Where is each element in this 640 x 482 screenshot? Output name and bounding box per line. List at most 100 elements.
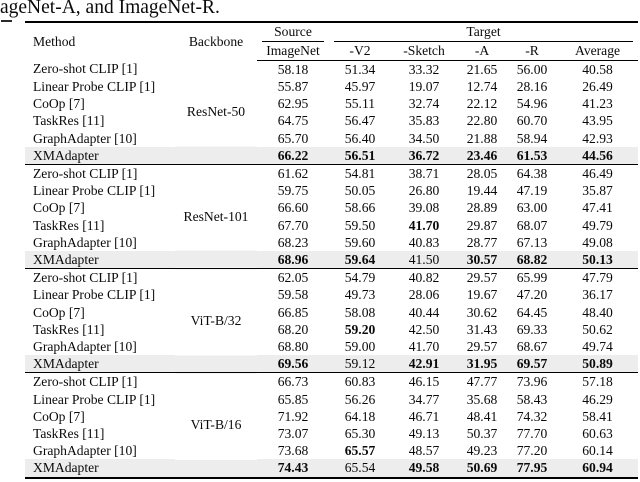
value-cell: 29.87 [466, 217, 498, 233]
method-cell: CoOp [7] [33, 96, 85, 112]
table-row: CoOp [7] 66.60 58.66 39.08 28.89 63.00 47.41 [25, 199, 638, 216]
value-cell: 33.32 [408, 61, 440, 77]
value-cell: 50.62 [582, 321, 613, 337]
sketch-column-header: -Sketch [391, 42, 457, 61]
source-group-header: Source [257, 22, 329, 43]
value-cell: 59.50 [344, 217, 376, 233]
header-row-groups: Method Backbone Source Target [25, 22, 638, 49]
table-row: CoOp [7] 71.92 64.18 46.71 48.41 74.32 58.41 [25, 408, 638, 425]
value-cell: 56.47 [344, 113, 376, 129]
table-row: GraphAdapter [10] 65.70 56.40 34.50 21.88 58.… [25, 130, 638, 147]
table-row: Zero-shot CLIP [1] ResNet-101 61.62 54.81 38… [25, 163, 639, 269]
value-cell: 26.49 [582, 78, 613, 94]
table-row: Zero-shot CLIP [1] ResNet-50 58.18 51.34 33.… [25, 60, 638, 165]
value-cell: 54.79 [329, 268, 391, 287]
value-cell: 66.22 [257, 146, 329, 165]
value-cell: 54.96 [516, 96, 548, 112]
value-cell: 68.23 [277, 234, 309, 250]
value-cell: 67.13 [516, 234, 548, 250]
value-cell: 44.56 [557, 146, 639, 165]
method-cell: XMAdapter [25, 459, 175, 478]
value-cell: 19.67 [466, 287, 498, 303]
value-cell: 21.65 [466, 61, 498, 77]
value-cell: 47.20 [516, 287, 548, 303]
table-row: GraphAdapter [10] 68.80 59.00 41.70 29.57 68.… [25, 338, 638, 355]
value-cell: 36.17 [582, 287, 613, 303]
value-cell: 40.58 [582, 61, 613, 77]
value-cell: 36.72 [391, 146, 457, 165]
value-cell: 28.77 [466, 234, 498, 250]
value-cell: 42.93 [582, 130, 613, 146]
value-cell: 31.95 [457, 355, 507, 373]
value-cell: 40.44 [408, 304, 440, 320]
value-cell: 47.79 [557, 268, 639, 287]
table-row: TaskRes [11] 64.75 56.47 35.83 22.80 60.70 43.… [25, 112, 638, 129]
value-cell: 69.56 [257, 355, 329, 373]
method-cell: TaskRes [11] [33, 217, 105, 233]
source-group-label: Source [262, 23, 324, 43]
method-cell: Linear Probe CLIP [1] [33, 287, 156, 303]
value-cell: 66.73 [257, 372, 329, 391]
value-cell: 46.15 [391, 372, 457, 391]
method-cell: XMAdapter [25, 146, 175, 165]
table-row: XMAdapter 68.96 59.64 41.50 30.57 68.82 50.13 [25, 250, 639, 269]
value-cell: 22.80 [466, 113, 498, 129]
value-cell: 26.80 [408, 183, 440, 199]
table-row: Linear Probe CLIP [1] 59.58 49.73 28.06 19.6… [25, 286, 638, 303]
value-cell: 50.05 [344, 183, 376, 199]
value-cell: 41.70 [408, 338, 440, 354]
results-table-wrapper: Method Backbone Source Target ImageNet -… [25, 21, 639, 479]
value-cell: 28.89 [466, 200, 498, 216]
value-cell: 29.57 [466, 338, 498, 354]
backbone-cell: ViT-B/32 [175, 268, 257, 373]
value-cell: 49.23 [466, 443, 498, 459]
value-cell: 45.97 [344, 78, 376, 94]
method-cell: TaskRes [11] [33, 321, 105, 337]
value-cell: 34.50 [408, 130, 440, 146]
method-cell: CoOp [7] [33, 408, 85, 424]
value-cell: 60.63 [582, 425, 613, 441]
table-row: GraphAdapter [10] 68.23 59.60 40.83 28.77 67.… [25, 234, 638, 251]
value-cell: 54.81 [329, 163, 391, 183]
table-row: TaskRes [11] 67.70 59.50 41.70 29.87 68.07 49.… [25, 217, 638, 234]
value-cell: 31.43 [466, 321, 498, 337]
value-cell: 71.92 [277, 408, 309, 424]
method-cell: Zero-shot CLIP [1] [25, 163, 175, 183]
method-cell: Zero-shot CLIP [1] [25, 372, 175, 391]
value-cell: 49.79 [582, 217, 613, 233]
value-cell: 48.41 [466, 408, 498, 424]
results-table: Method Backbone Source Target ImageNet -… [25, 21, 639, 479]
table-row: XMAdapter 69.56 59.12 42.91 31.95 69.57 50.89 [25, 355, 639, 373]
value-cell: 56.26 [344, 391, 376, 407]
method-cell: XMAdapter [25, 250, 175, 269]
table-row: GraphAdapter [10] 73.68 65.57 48.57 49.23 77.… [25, 442, 638, 459]
value-cell: 41.70 [408, 217, 440, 233]
value-cell: 67.70 [277, 217, 309, 233]
value-cell: 46.29 [582, 391, 613, 407]
value-cell: 38.71 [391, 163, 457, 183]
value-cell: 40.82 [391, 268, 457, 287]
value-cell: 64.38 [507, 163, 557, 183]
value-cell: 12.74 [466, 78, 498, 94]
value-cell: 50.69 [457, 459, 507, 478]
value-cell: 68.07 [516, 217, 548, 233]
table-row: Linear Probe CLIP [1] 65.85 56.26 34.77 35.6… [25, 391, 638, 408]
value-cell: 62.95 [277, 96, 309, 112]
method-cell: TaskRes [11] [33, 425, 105, 441]
value-cell: 69.57 [507, 355, 557, 373]
value-cell: 68.96 [257, 250, 329, 269]
value-cell: 51.34 [344, 61, 376, 77]
value-cell: 58.43 [516, 391, 548, 407]
value-cell: 74.32 [516, 408, 548, 424]
value-cell: 74.43 [257, 459, 329, 478]
value-cell: 60.70 [516, 113, 548, 129]
method-column-header: Method [33, 34, 76, 49]
value-cell: 50.37 [466, 425, 498, 441]
value-cell: 30.62 [466, 304, 498, 320]
value-cell: 50.89 [557, 355, 639, 373]
value-cell: 19.44 [466, 183, 498, 199]
value-cell: 55.87 [277, 78, 309, 94]
target-group-label: Target [334, 23, 634, 43]
value-cell: 59.75 [277, 183, 309, 199]
header-row-columns: ImageNet -V2 -Sketch -A -R Average [25, 42, 639, 61]
